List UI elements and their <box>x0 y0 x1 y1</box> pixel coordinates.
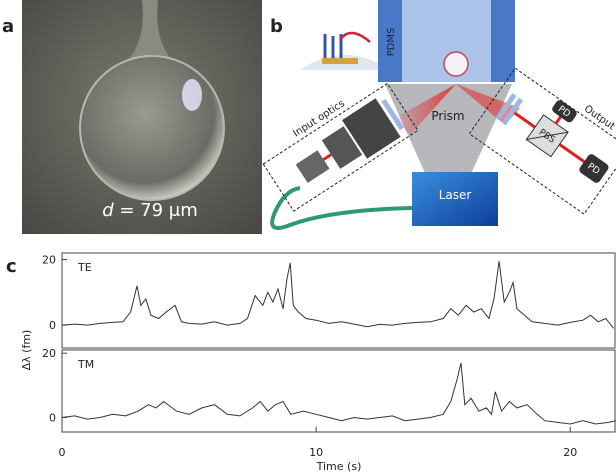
panel-label: a <box>2 16 14 37</box>
panel-label: b <box>270 16 283 37</box>
inset-plate <box>322 58 358 64</box>
highlight <box>182 79 202 111</box>
x-axis-label: Time (s) <box>316 460 362 473</box>
panel-label: c <box>6 256 17 277</box>
resonator <box>444 52 468 76</box>
y-tick-label: 0 <box>49 412 56 425</box>
caption-symbol: d <box>102 200 114 221</box>
caption-text: = 79 μm <box>119 200 197 221</box>
y-tick-label: 0 <box>49 319 56 332</box>
trace <box>62 261 614 328</box>
fiber <box>272 188 412 228</box>
y-axis-label: Δλ (fm) <box>20 330 33 371</box>
y-tick-label: 20 <box>42 347 56 360</box>
size-caption: d = 79 μm <box>102 200 198 221</box>
pdms-side <box>491 0 515 82</box>
series-label: TE <box>77 261 92 274</box>
pdms-label: PDMS <box>386 28 397 57</box>
prism-label: Prism <box>431 109 464 123</box>
y-tick-label: 20 <box>42 254 56 267</box>
x-tick-label: 0 <box>59 446 66 459</box>
laser-label: Laser <box>439 188 472 202</box>
microsphere <box>80 56 224 200</box>
inset-molecules <box>325 34 341 58</box>
x-tick-label: 20 <box>563 446 577 459</box>
figure: a d = 79 μm b PDMS Prism Laser Input opt… <box>0 0 616 475</box>
beam <box>324 155 332 160</box>
x-tick-label: 10 <box>309 446 323 459</box>
inset-arrow <box>340 33 370 42</box>
collimator <box>296 150 330 183</box>
series-label: TM <box>77 358 94 371</box>
trace <box>62 363 616 424</box>
